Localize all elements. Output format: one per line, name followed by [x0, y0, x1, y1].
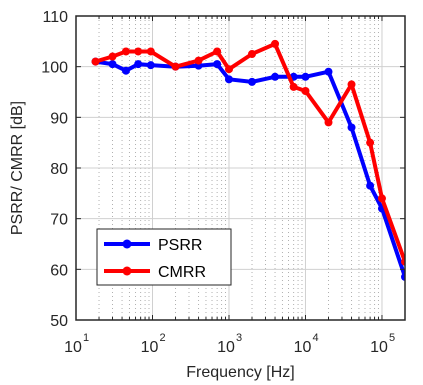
data-point-cmrr — [146, 47, 155, 56]
x-tick-exponent: 5 — [389, 332, 395, 344]
data-point-cmrr — [224, 65, 233, 74]
data-point-cmrr — [324, 118, 333, 127]
data-point-psrr — [347, 123, 356, 132]
data-point-cmrr — [366, 138, 375, 147]
data-point-psrr — [134, 60, 143, 69]
data-point-psrr — [301, 72, 310, 81]
y-tick-label: 80 — [50, 161, 68, 178]
y-tick-labels: 50 60 70 80 90 100 110 — [41, 9, 68, 330]
legend-label-psrr: PSRR — [158, 237, 202, 254]
data-point-psrr — [401, 272, 405, 281]
data-point-cmrr — [134, 47, 143, 56]
data-point-psrr — [146, 61, 155, 70]
data-point-psrr — [121, 66, 130, 75]
data-point-cmrr — [194, 56, 203, 65]
axis-ticks — [75, 15, 405, 321]
data-point-cmrr — [347, 80, 356, 89]
x-tick-label: 10 — [64, 339, 82, 356]
x-tick-label: 10 — [294, 339, 312, 356]
data-point-cmrr — [271, 39, 280, 48]
data-point-psrr — [224, 75, 233, 84]
x-tick-exponent: 3 — [236, 332, 242, 344]
data-point-cmrr — [377, 194, 386, 203]
data-point-cmrr — [91, 57, 100, 66]
y-tick-label: 110 — [42, 9, 68, 26]
x-tick-exponent: 1 — [83, 332, 89, 344]
data-point-psrr — [108, 60, 117, 69]
x-tick-label: 10 — [370, 339, 388, 356]
x-tick-label: 10 — [141, 339, 159, 356]
data-point-psrr — [271, 72, 280, 81]
data-point-cmrr — [401, 257, 405, 266]
y-axis-title: PSRR/ CMRR [dB] — [9, 101, 26, 235]
y-tick-label: 90 — [50, 110, 68, 127]
y-tick-label: 50 — [50, 313, 68, 330]
data-point-cmrr — [289, 82, 298, 91]
legend-label-cmrr: CMRR — [158, 264, 206, 281]
data-point-cmrr — [248, 50, 257, 58]
x-tick-label: 10 — [217, 339, 235, 356]
data-point-cmrr — [121, 47, 130, 56]
series-layer — [91, 39, 405, 281]
legend: PSRR CMRR — [96, 228, 232, 286]
x-tick-exponent: 4 — [312, 332, 318, 344]
y-tick-label: 60 — [50, 262, 68, 279]
data-point-psrr — [324, 67, 333, 76]
data-point-cmrr — [301, 86, 310, 95]
legend-box — [96, 228, 232, 286]
x-axis-title: Frequency [Hz] — [186, 364, 294, 381]
y-tick-label: 100 — [41, 60, 68, 77]
data-point-cmrr — [171, 62, 180, 71]
x-tick-exponent: 2 — [159, 332, 165, 344]
y-tick-label: 70 — [50, 212, 68, 229]
data-point-psrr — [248, 77, 257, 86]
legend-marker-cmrr — [122, 266, 132, 276]
data-point-cmrr — [213, 47, 222, 56]
data-point-psrr — [366, 181, 375, 190]
data-point-cmrr — [108, 52, 117, 61]
data-point-psrr — [213, 60, 222, 69]
legend-marker-psrr — [122, 239, 132, 249]
